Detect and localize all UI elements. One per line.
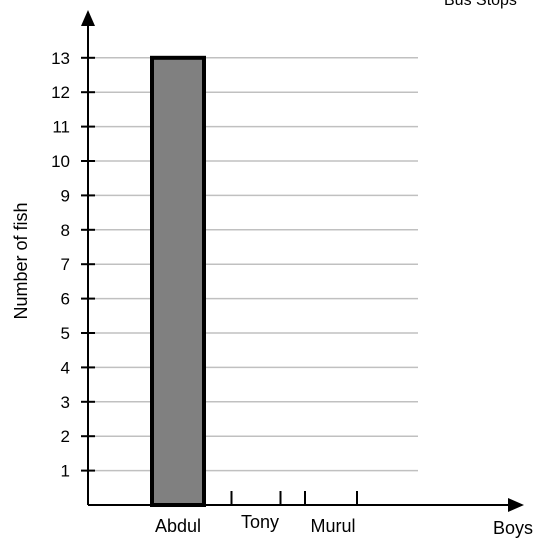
y-tick-label: 12 xyxy=(51,83,70,102)
y-tick-label: 10 xyxy=(51,152,70,171)
corner-text: Bus Stops xyxy=(444,0,517,9)
y-tick-label: 4 xyxy=(61,358,70,377)
y-tick-label: 5 xyxy=(61,324,70,343)
y-tick-label: 6 xyxy=(61,290,70,309)
y-tick-label: 7 xyxy=(61,255,70,274)
y-tick-label: 13 xyxy=(51,49,70,68)
y-tick-label: 2 xyxy=(61,427,70,446)
x-tick-label: Tony xyxy=(241,512,279,532)
bars xyxy=(150,55,206,508)
bar-abdul xyxy=(150,55,206,508)
x-tick-label: Abdul xyxy=(155,516,201,536)
y-axis-arrowhead xyxy=(81,10,95,26)
y-tick-label: 8 xyxy=(61,221,70,240)
gridlines xyxy=(88,57,418,472)
y-tick-label: 11 xyxy=(52,118,70,137)
y-tick-label: 1 xyxy=(61,462,70,481)
y-tick-label: 9 xyxy=(61,186,70,205)
y-axis-label: Number of fish xyxy=(11,202,31,319)
x-tick-label: Murul xyxy=(310,516,355,536)
x-axis-arrowhead xyxy=(508,498,524,512)
y-tick-label: 3 xyxy=(61,393,70,412)
x-axis-label: Boys xyxy=(493,518,533,538)
x-ticks: Abdul Tony Murul xyxy=(155,491,358,536)
